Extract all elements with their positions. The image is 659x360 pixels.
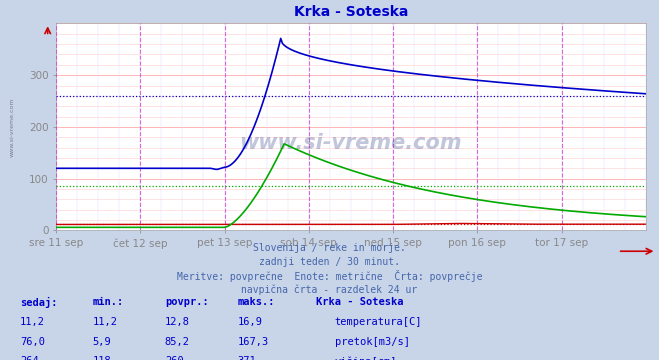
Text: povpr.:: povpr.: (165, 297, 208, 307)
Text: 11,2: 11,2 (92, 317, 117, 327)
Text: 12,8: 12,8 (165, 317, 190, 327)
Text: 260: 260 (165, 356, 183, 360)
Text: www.si-vreme.com: www.si-vreme.com (240, 134, 462, 153)
Text: Krka - Soteska: Krka - Soteska (316, 297, 404, 307)
Text: Slovenija / reke in morje.: Slovenija / reke in morje. (253, 243, 406, 253)
Text: 5,9: 5,9 (92, 337, 111, 347)
Text: www.si-vreme.com: www.si-vreme.com (9, 97, 14, 157)
Text: min.:: min.: (92, 297, 123, 307)
Text: 167,3: 167,3 (237, 337, 268, 347)
Text: 11,2: 11,2 (20, 317, 45, 327)
Text: 371: 371 (237, 356, 256, 360)
Text: pretok[m3/s]: pretok[m3/s] (335, 337, 410, 347)
Text: 264: 264 (20, 356, 38, 360)
Text: zadnji teden / 30 minut.: zadnji teden / 30 minut. (259, 257, 400, 267)
Text: 76,0: 76,0 (20, 337, 45, 347)
Text: 118: 118 (92, 356, 111, 360)
Text: temperatura[C]: temperatura[C] (335, 317, 422, 327)
Text: višina[cm]: višina[cm] (335, 356, 397, 360)
Text: maks.:: maks.: (237, 297, 275, 307)
Text: sedaj:: sedaj: (20, 297, 57, 308)
Title: Krka - Soteska: Krka - Soteska (294, 5, 408, 19)
Text: 85,2: 85,2 (165, 337, 190, 347)
Text: 16,9: 16,9 (237, 317, 262, 327)
Text: Meritve: povprečne  Enote: metrične  Črta: povprečje: Meritve: povprečne Enote: metrične Črta:… (177, 270, 482, 282)
Text: navpična črta - razdelek 24 ur: navpična črta - razdelek 24 ur (241, 284, 418, 294)
